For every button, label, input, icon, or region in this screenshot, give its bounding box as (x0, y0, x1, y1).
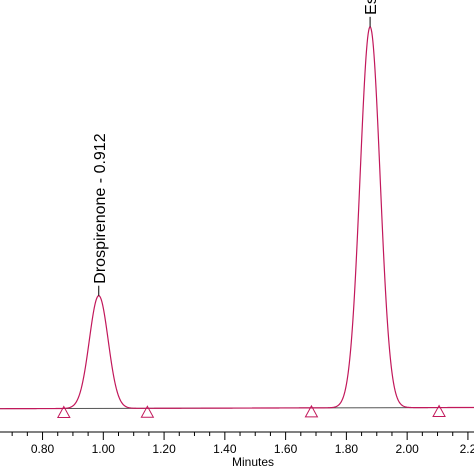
integration-markers (56, 404, 446, 419)
integration-marker (140, 405, 155, 418)
integration-marker (432, 404, 446, 418)
peak-labels: Drospirenone - 0.912 Estetrol - 1.898 (92, 0, 380, 296)
peak-label: Drospirenone - 0.912 (92, 133, 109, 283)
integration-marker (304, 404, 319, 418)
x-tick-label: 1.40 (213, 442, 237, 456)
x-tick-label: 1.60 (274, 442, 298, 456)
chromatogram-trace (0, 26, 474, 410)
peak-label: Estetrol - 1.898 (363, 0, 380, 15)
x-tick-label: 1.00 (92, 442, 116, 456)
x-axis-ticks: 0.80 1.00 1.20 1.40 1.60 1.80 2.00 2.2 (11, 432, 474, 456)
x-tick-label: 1.20 (152, 442, 176, 456)
trace-layer (0, 26, 474, 410)
x-tick-label: 0.80 (31, 442, 55, 456)
x-axis-label: Minutes (232, 455, 274, 469)
x-tick-label: 2.2 (460, 442, 474, 456)
x-tick-label: 2.00 (395, 442, 419, 456)
x-tick-label: 1.80 (335, 442, 359, 456)
integration-marker (56, 405, 71, 419)
